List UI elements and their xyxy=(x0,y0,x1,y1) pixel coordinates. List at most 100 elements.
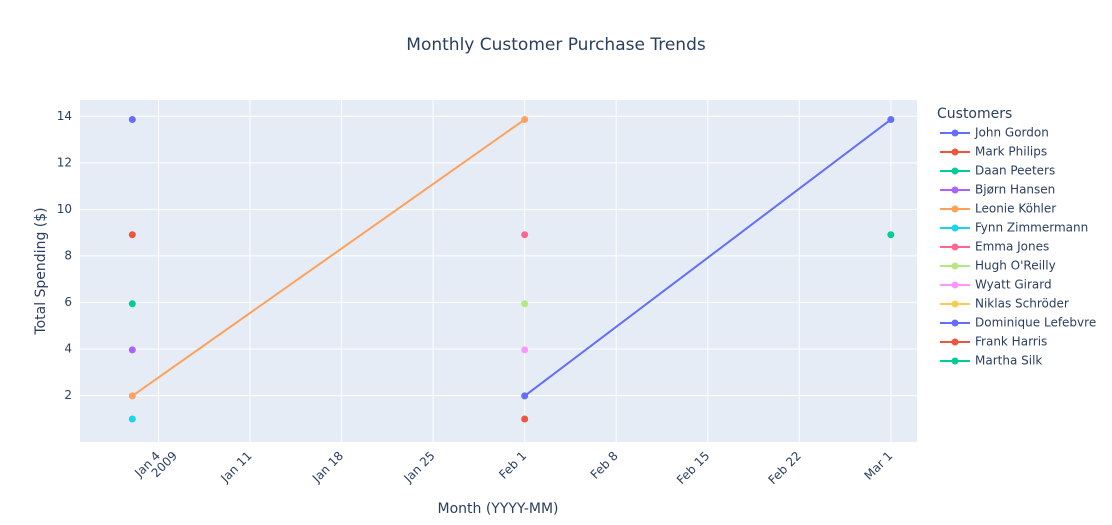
legend-item[interactable]: Wyatt Girard xyxy=(940,278,1052,292)
legend-item[interactable]: Leonie Köhler xyxy=(940,202,1056,216)
x-axis-title: Month (YYYY-MM) xyxy=(437,501,558,517)
legend: Customers John Gordon Mark Philips Daan Pe… xyxy=(937,106,1096,368)
x-tick-label: Mar 1 xyxy=(861,449,895,483)
legend-swatch-marker xyxy=(951,224,959,232)
data-point[interactable] xyxy=(521,346,529,354)
data-point[interactable] xyxy=(128,346,136,354)
x-tick-label: Feb 1 xyxy=(496,449,529,482)
legend-item[interactable]: Mark Philips xyxy=(940,145,1047,159)
legend-item[interactable]: Daan Peeters xyxy=(940,164,1055,178)
x-tick: Mar 1 xyxy=(861,449,895,483)
legend-swatch-marker xyxy=(951,262,959,270)
x-tick: Feb 1 xyxy=(496,449,529,482)
data-point[interactable] xyxy=(521,415,529,423)
legend-item[interactable]: Dominique Lefebvre xyxy=(940,316,1096,330)
series xyxy=(128,300,136,308)
grid-lines xyxy=(80,100,917,442)
legend-item[interactable]: Emma Jones xyxy=(940,240,1049,254)
series xyxy=(521,415,529,423)
legend-label: Bjørn Hansen xyxy=(975,183,1055,197)
series xyxy=(128,116,136,124)
x-tick: Jan 18 xyxy=(309,449,346,486)
data-point[interactable] xyxy=(521,392,529,400)
x-tick-label: Feb 15 xyxy=(674,449,712,487)
legend-swatch-marker xyxy=(951,281,959,289)
y-tick-labels: 2 4 6 8 10 12 14 xyxy=(57,109,72,402)
series xyxy=(128,415,136,423)
legend-label: Leonie Köhler xyxy=(975,202,1056,216)
series xyxy=(521,116,895,400)
legend-swatch-marker xyxy=(951,357,959,365)
chart-title: Monthly Customer Purchase Trends xyxy=(406,35,706,55)
x-tick: Jan 25 xyxy=(401,449,438,486)
legend-item[interactable]: Niklas Schröder xyxy=(940,297,1069,311)
series-layer xyxy=(128,116,895,423)
legend-swatch-marker xyxy=(951,243,959,251)
series xyxy=(521,346,529,354)
legend-label: Hugh O'Reilly xyxy=(975,259,1056,273)
y-tick-label: 14 xyxy=(57,109,72,123)
x-tick: Feb 15 xyxy=(674,449,712,487)
data-point[interactable] xyxy=(521,231,529,239)
series-line xyxy=(131,118,526,397)
data-point[interactable] xyxy=(887,116,895,124)
legend-swatch-marker xyxy=(951,129,959,137)
data-point[interactable] xyxy=(521,116,529,124)
plot-area xyxy=(80,100,917,442)
legend-swatch-marker xyxy=(951,186,959,194)
legend-title: Customers xyxy=(937,106,1012,122)
legend-label: Mark Philips xyxy=(975,145,1047,159)
y-axis-title: Total Spending ($) xyxy=(33,207,49,335)
data-point[interactable] xyxy=(128,231,136,239)
x-tick-label: Jan 18 xyxy=(309,449,346,486)
legend-swatch-marker xyxy=(951,319,959,327)
y-tick-label: 6 xyxy=(64,295,72,309)
series xyxy=(521,300,529,308)
y-tick-label: 10 xyxy=(57,202,72,216)
legend-label: Daan Peeters xyxy=(975,164,1055,178)
legend-item[interactable]: Frank Harris xyxy=(940,335,1047,349)
x-tick-label: Feb 22 xyxy=(765,449,803,487)
series xyxy=(887,231,895,239)
legend-label: Fynn Zimmermann xyxy=(975,221,1088,235)
legend-item[interactable]: John Gordon xyxy=(940,126,1049,140)
legend-item[interactable]: Fynn Zimmermann xyxy=(940,221,1088,235)
legend-swatch-marker xyxy=(951,338,959,346)
data-point[interactable] xyxy=(521,300,529,308)
legend-swatch-marker xyxy=(951,167,959,175)
x-tick: Feb 8 xyxy=(588,449,621,482)
legend-label: Martha Silk xyxy=(975,354,1042,368)
data-point[interactable] xyxy=(128,116,136,124)
legend-item[interactable]: Bjørn Hansen xyxy=(940,183,1055,197)
legend-label: Emma Jones xyxy=(975,240,1049,254)
legend-item[interactable]: Martha Silk xyxy=(940,354,1042,368)
series xyxy=(128,231,136,239)
y-tick-label: 2 xyxy=(64,388,72,402)
x-tick-label: Jan 25 xyxy=(401,449,438,486)
series-line xyxy=(524,118,892,397)
x-tick-label: Feb 8 xyxy=(588,449,621,482)
legend-label: Dominique Lefebvre xyxy=(975,316,1096,330)
data-point[interactable] xyxy=(128,392,136,400)
legend-swatch-marker xyxy=(951,148,959,156)
series xyxy=(128,116,529,400)
legend-label: John Gordon xyxy=(974,126,1049,140)
legend-label: Wyatt Girard xyxy=(975,278,1052,292)
data-point[interactable] xyxy=(128,300,136,308)
y-tick-label: 4 xyxy=(64,341,72,355)
x-tick: Jan 11 xyxy=(217,449,254,486)
legend-item[interactable]: Hugh O'Reilly xyxy=(940,259,1056,273)
x-tick: Feb 22 xyxy=(765,449,803,487)
x-tick-label: Jan 11 xyxy=(217,449,254,486)
y-tick-label: 12 xyxy=(57,155,72,169)
data-point[interactable] xyxy=(887,231,895,239)
legend-label: Frank Harris xyxy=(975,335,1047,349)
series xyxy=(521,231,529,239)
legend-label: Niklas Schröder xyxy=(975,297,1069,311)
legend-swatch-marker xyxy=(951,300,959,308)
data-point[interactable] xyxy=(128,415,136,423)
